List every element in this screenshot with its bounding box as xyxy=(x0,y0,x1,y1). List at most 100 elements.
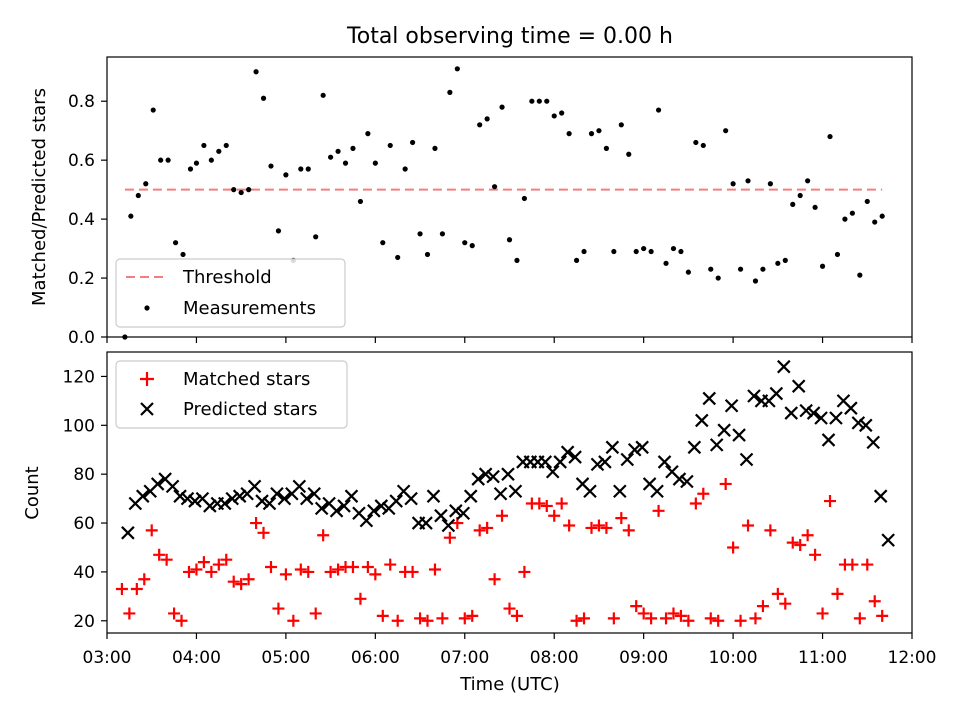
matched-star-marker xyxy=(876,609,889,622)
matched-star-marker xyxy=(220,553,233,566)
measurement-point xyxy=(708,266,714,272)
measurement-point xyxy=(246,187,252,193)
predicted-star-marker xyxy=(314,501,329,516)
predicted-star-marker xyxy=(449,504,463,518)
bottom-x-tick-label: 04:00 xyxy=(172,648,221,668)
predicted-star-marker xyxy=(456,506,471,521)
measurement-point xyxy=(872,219,878,225)
matched-star-marker xyxy=(376,609,389,622)
predicted-star-marker xyxy=(695,413,709,428)
predicted-star-marker xyxy=(441,518,456,533)
matched-star-marker xyxy=(570,614,583,627)
matched-star-marker xyxy=(734,614,747,627)
matched-star-marker xyxy=(727,541,740,554)
predicted-star-marker xyxy=(635,440,649,455)
measurement-point xyxy=(812,204,818,210)
predicted-star-marker xyxy=(493,486,508,501)
top-y-tick-label: 0.6 xyxy=(68,151,95,171)
matched-star-marker xyxy=(652,504,665,517)
predicted-star-marker xyxy=(262,496,277,511)
bottom-panel: 20 40 60 80 100 120 03:00 04:00 05:00 06:00 07:00 0… xyxy=(22,351,937,695)
measurement-point xyxy=(588,131,595,137)
matched-star-marker xyxy=(533,497,546,510)
predicted-star-marker xyxy=(188,494,202,508)
top-legend-threshold-label: Threshold xyxy=(182,267,272,288)
predicted-star-marker xyxy=(680,474,694,489)
predicted-star-marker xyxy=(598,455,612,469)
top-legend-measurements-swatch xyxy=(144,305,150,311)
bottom-x-tick-label: 09:00 xyxy=(619,648,668,668)
matched-star-marker xyxy=(689,497,702,510)
measurement-point xyxy=(737,266,744,272)
matched-star-marker xyxy=(242,573,255,586)
measurement-point xyxy=(655,107,662,113)
measurement-point xyxy=(775,260,781,266)
predicted-star-marker xyxy=(277,491,292,506)
matched-star-marker xyxy=(317,529,330,542)
predicted-star-marker xyxy=(687,440,702,455)
matched-star-marker xyxy=(272,602,285,615)
matched-star-marker xyxy=(369,568,382,581)
measurement-point xyxy=(715,275,721,281)
measurement-point xyxy=(819,263,826,269)
measurement-point xyxy=(499,104,505,110)
measurement-point xyxy=(462,240,468,246)
measurement-point xyxy=(603,145,609,151)
matched-star-marker xyxy=(346,561,359,574)
predicted-star-marker xyxy=(583,484,597,499)
measurement-point xyxy=(663,260,669,266)
predicted-star-marker xyxy=(806,406,821,420)
matched-star-marker xyxy=(630,600,643,613)
matched-star-marker xyxy=(540,499,553,512)
measurement-point xyxy=(328,154,334,160)
measurement-point xyxy=(283,172,289,178)
matched-star-marker xyxy=(548,509,561,522)
measurement-point xyxy=(439,231,446,237)
matched-star-marker xyxy=(361,561,374,574)
matched-star-marker xyxy=(660,612,673,625)
predicted-star-marker xyxy=(165,479,180,494)
top-y-tick-label: 0.8 xyxy=(68,92,95,112)
bottom-ticks: 20 40 60 80 100 120 03:00 04:00 05:00 06:00 07:00 0… xyxy=(63,367,937,668)
predicted-star-marker xyxy=(292,479,307,494)
predicted-star-marker xyxy=(404,491,418,506)
matched-star-marker xyxy=(436,612,449,625)
matched-star-marker xyxy=(384,558,397,571)
matched-star-marker xyxy=(414,612,427,625)
matched-star-marker xyxy=(637,607,650,620)
measurement-point xyxy=(180,251,186,258)
matched-star-marker xyxy=(809,548,822,561)
matched-star-marker xyxy=(123,607,136,620)
measurement-point xyxy=(618,122,624,128)
predicted-star-marker xyxy=(307,486,321,501)
matched-star-marker xyxy=(592,519,605,532)
matched-star-marker xyxy=(309,607,322,620)
predicted-star-marker xyxy=(471,472,485,486)
matched-star-marker xyxy=(287,614,300,627)
predicted-star-marker xyxy=(463,489,478,503)
measurement-point xyxy=(566,131,572,137)
predicted-star-marker xyxy=(829,411,843,425)
predicted-star-marker xyxy=(814,411,828,425)
matched-star-marker xyxy=(302,565,315,578)
matched-star-marker xyxy=(406,565,419,578)
measurement-point xyxy=(143,181,149,187)
measurement-point xyxy=(165,157,171,163)
measurement-point xyxy=(305,166,311,172)
predicted-star-marker xyxy=(270,486,284,501)
matched-star-marker xyxy=(853,612,866,625)
matched-star-marker xyxy=(578,612,591,625)
predicted-star-marker xyxy=(508,484,523,499)
matched-star-marker xyxy=(674,609,687,622)
matched-star-marker xyxy=(227,575,240,588)
measurement-point xyxy=(693,139,699,146)
predicted-star-marker xyxy=(225,491,239,506)
measurement-point xyxy=(581,248,587,255)
measurement-point xyxy=(879,213,885,219)
top-legend-measurements-label: Measurements xyxy=(183,298,316,319)
measurement-point xyxy=(417,231,423,237)
matched-star-marker xyxy=(354,592,367,605)
measurement-point xyxy=(193,160,200,166)
matched-star-marker xyxy=(846,558,859,571)
predicted-star-marker xyxy=(881,533,895,547)
